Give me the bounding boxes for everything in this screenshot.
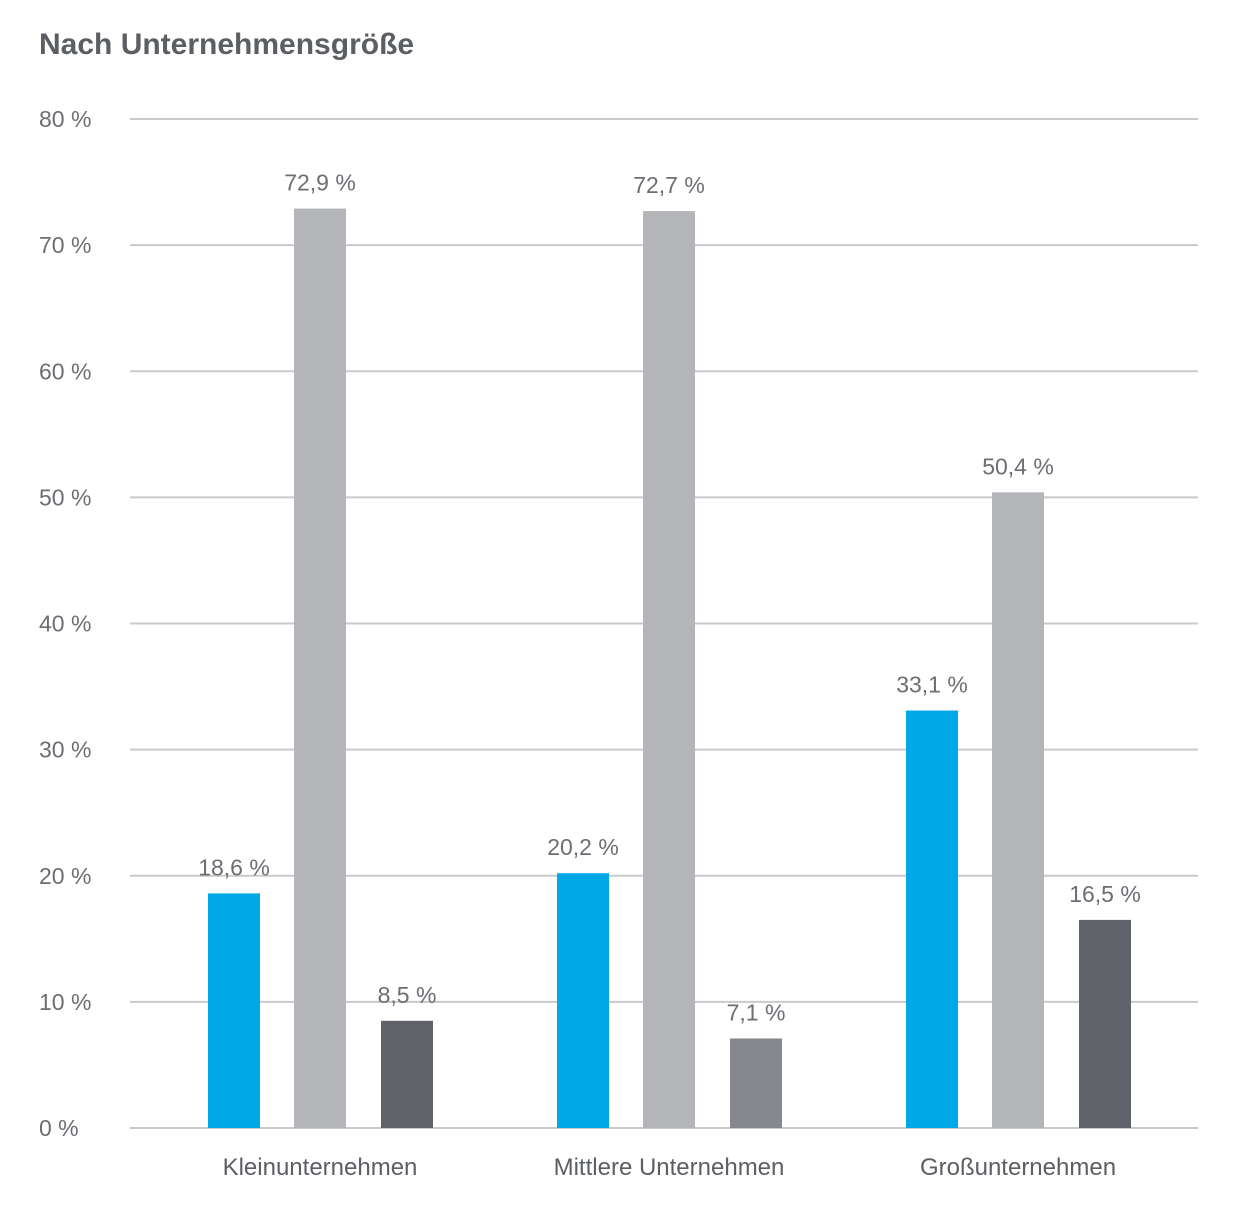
data-label: 72,9 % xyxy=(284,170,356,196)
data-label: 16,5 % xyxy=(1069,881,1141,907)
bar-series-2-bar xyxy=(992,492,1044,1129)
category-label: Kleinunternehmen xyxy=(223,1154,418,1181)
y-tick-label: 50 % xyxy=(39,484,91,510)
data-label: 33,1 % xyxy=(896,672,968,698)
y-tick-label: 60 % xyxy=(39,358,91,384)
y-tick-label: 80 % xyxy=(39,106,91,132)
chart-title: Nach Unternehmensgröße xyxy=(39,28,415,61)
category-label: Großunternehmen xyxy=(920,1154,1116,1181)
data-label: 50,4 % xyxy=(982,453,1054,479)
bar-series-3-bar xyxy=(381,1020,433,1128)
data-labels: 18,6 % 72,9 % 8,5 % 20,2 % 72,7 % 7,1 % 33,1 %… xyxy=(198,170,1141,1026)
bar-series-3-bar xyxy=(1079,919,1131,1128)
y-tick-label: 40 % xyxy=(39,611,91,637)
data-label: 20,2 % xyxy=(547,834,619,860)
y-tick-label: 20 % xyxy=(39,863,91,889)
bar-series-2-bar xyxy=(643,211,695,1129)
data-label: 7,1 % xyxy=(727,999,786,1025)
category-labels: Kleinunternehmen Mittlere Unternehmen Groß… xyxy=(223,1154,1116,1181)
bar-series-1-bar xyxy=(557,873,609,1128)
data-label: 18,6 % xyxy=(198,854,270,880)
data-label: 8,5 % xyxy=(378,982,437,1008)
bar-series-1-bar xyxy=(208,893,260,1128)
y-tick-label: 0 % xyxy=(39,1115,79,1141)
bar-series-2-bar xyxy=(294,208,346,1128)
bar-series-1-bar xyxy=(906,710,958,1128)
bar-series-3-bar xyxy=(730,1038,782,1128)
bars xyxy=(208,208,1131,1129)
category-label: Mittlere Unternehmen xyxy=(554,1154,785,1181)
y-tick-label: 30 % xyxy=(39,737,91,763)
data-label: 72,7 % xyxy=(633,172,705,198)
y-tick-label: 70 % xyxy=(39,232,91,258)
y-tick-label: 10 % xyxy=(39,989,91,1015)
y-axis-tick-labels: 0 % 10 % 20 % 30 % 40 % 50 % 60 % 70 % 80 % xyxy=(39,106,91,1141)
